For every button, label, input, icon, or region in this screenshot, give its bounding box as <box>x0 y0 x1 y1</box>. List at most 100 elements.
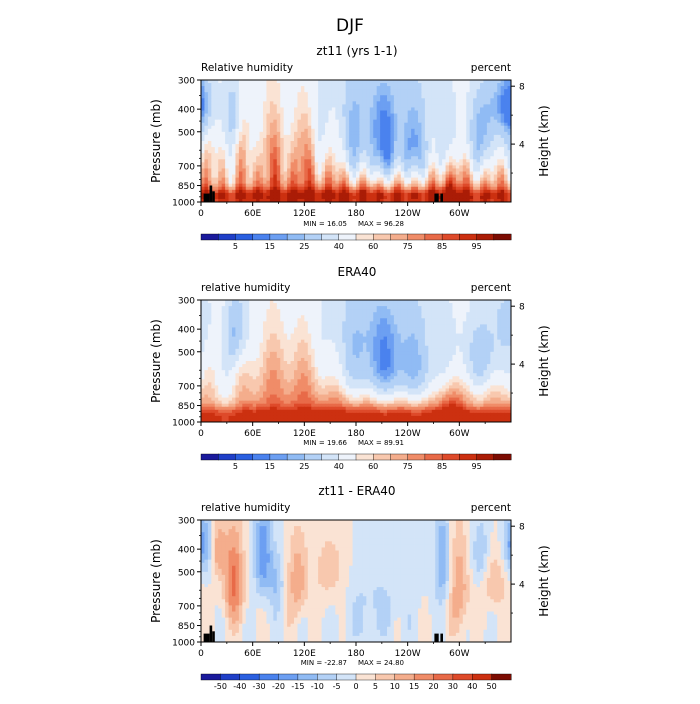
contour-cell <box>235 141 239 144</box>
contour-cell <box>421 168 425 171</box>
contour-cell <box>311 340 315 343</box>
contour-cell <box>242 141 246 144</box>
contour-cell <box>384 172 388 175</box>
contour-cell <box>408 168 412 171</box>
contour-cell <box>249 135 253 138</box>
contour-cell <box>356 181 360 184</box>
contour-cell <box>466 168 470 171</box>
contour-cell <box>263 175 267 178</box>
contour-cell <box>253 129 257 132</box>
contour-cell <box>235 83 239 86</box>
contour-cell <box>239 144 243 147</box>
contour-cell <box>353 321 357 324</box>
contour-cell <box>322 303 326 306</box>
contour-cell <box>466 196 470 199</box>
contour-cell <box>439 80 443 83</box>
contour-cell <box>373 193 377 196</box>
contour-cell <box>353 141 357 144</box>
contour-cell <box>449 340 453 343</box>
contour-cell <box>456 95 460 98</box>
contour-cell <box>208 83 212 86</box>
contour-cell <box>442 340 446 343</box>
contour-cell <box>273 138 277 141</box>
contour-cell <box>477 318 481 321</box>
contour-cell <box>463 144 467 147</box>
contour-cell <box>435 309 439 312</box>
contour-cell <box>415 337 419 340</box>
contour-cell <box>232 181 236 184</box>
contour-cell <box>287 312 291 315</box>
contour-cell <box>421 135 425 138</box>
contour-cell <box>273 321 277 324</box>
contour-cell <box>270 135 274 138</box>
contour-cell <box>260 184 264 187</box>
contour-cell <box>270 175 274 178</box>
contour-cell <box>318 309 322 312</box>
contour-cell <box>328 181 332 184</box>
contour-cell <box>452 120 456 123</box>
contour-cell <box>387 101 391 104</box>
contour-cell <box>470 175 474 178</box>
contour-cell <box>294 327 298 330</box>
contour-cell <box>291 193 295 196</box>
contour-cell <box>356 156 360 159</box>
contour-cell <box>211 165 215 168</box>
contour-cell <box>377 162 381 165</box>
contour-cell <box>487 156 491 159</box>
contour-cell <box>246 117 250 120</box>
contour-cell <box>408 114 412 117</box>
contour-cell <box>449 318 453 321</box>
contour-cell <box>456 172 460 175</box>
contour-cell <box>211 178 215 181</box>
contour-cell <box>280 303 284 306</box>
contour-cell <box>208 129 212 132</box>
contour-cell <box>487 159 491 162</box>
contour-cell <box>397 153 401 156</box>
contour-cell <box>442 120 446 123</box>
contour-cell <box>263 132 267 135</box>
contour-cell <box>332 306 336 309</box>
contour-cell <box>266 80 270 83</box>
contour-cell <box>397 123 401 126</box>
contour-cell <box>446 138 450 141</box>
contour-cell <box>318 184 322 187</box>
contour-cell <box>332 168 336 171</box>
contour-cell <box>384 114 388 117</box>
contour-cell <box>246 132 250 135</box>
contour-cell <box>208 321 212 324</box>
contour-cell <box>208 144 212 147</box>
contour-cell <box>442 327 446 330</box>
contour-cell <box>459 114 463 117</box>
contour-cell <box>421 178 425 181</box>
contour-cell <box>284 104 288 107</box>
contour-cell <box>494 327 498 330</box>
contour-cell <box>253 138 257 141</box>
contour-cell <box>266 153 270 156</box>
contour-cell <box>349 153 353 156</box>
contour-cell <box>325 156 329 159</box>
contour-cell <box>284 80 288 83</box>
contour-cell <box>356 178 360 181</box>
contour-cell <box>225 181 229 184</box>
contour-cell <box>401 101 405 104</box>
contour-cell <box>204 300 208 303</box>
contour-cell <box>439 331 443 334</box>
contour-cell <box>415 101 419 104</box>
contour-cell <box>418 89 422 92</box>
contour-cell <box>452 86 456 89</box>
contour-cell <box>291 159 295 162</box>
contour-cell <box>332 303 336 306</box>
contour-cell <box>273 178 277 181</box>
contour-cell <box>480 162 484 165</box>
contour-cell <box>466 117 470 120</box>
contour-cell <box>263 303 267 306</box>
contour-cell <box>273 141 277 144</box>
contour-cell <box>473 138 477 141</box>
contour-cell <box>339 327 343 330</box>
contour-cell <box>311 111 315 114</box>
contour-cell <box>483 95 487 98</box>
contour-cell <box>477 159 481 162</box>
contour-cell <box>470 340 474 343</box>
contour-cell <box>294 337 298 340</box>
contour-cell <box>273 89 277 92</box>
